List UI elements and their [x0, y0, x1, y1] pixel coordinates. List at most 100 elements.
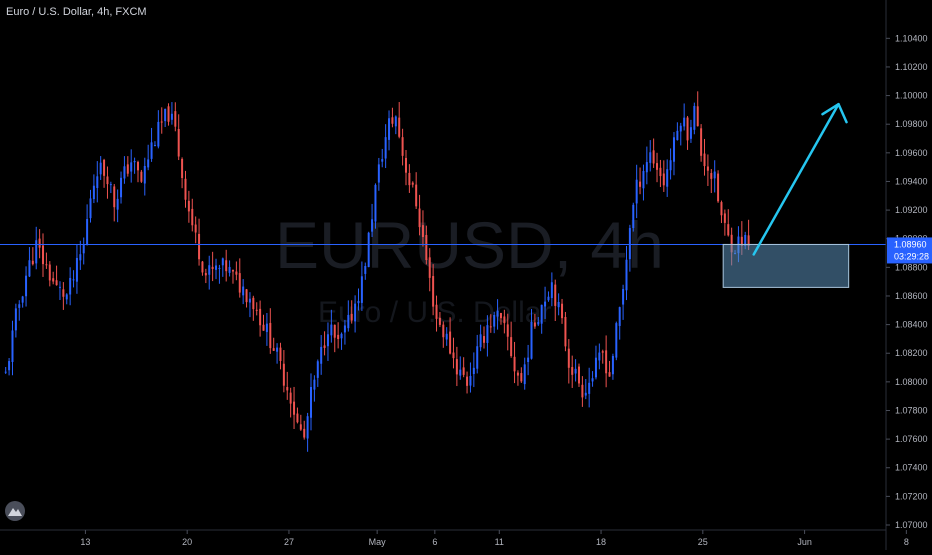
- candle-body: [564, 316, 567, 347]
- candle-body: [381, 159, 384, 162]
- candle-body: [418, 208, 421, 228]
- candle-body: [164, 108, 167, 122]
- candle-body: [343, 325, 346, 333]
- time-tick-label: 11: [495, 537, 504, 547]
- candle-body: [642, 171, 645, 189]
- candle-body: [700, 128, 703, 156]
- candle-body: [130, 162, 133, 172]
- candle-body: [204, 273, 207, 276]
- candles: [4, 91, 750, 452]
- candle-body: [547, 296, 550, 301]
- candle-body: [513, 356, 516, 372]
- candle-body: [554, 284, 557, 306]
- candle-body: [225, 260, 228, 272]
- candle-body: [713, 171, 716, 179]
- candle-body: [645, 162, 648, 173]
- candle-body: [221, 258, 224, 266]
- time-tick-label: 8: [904, 537, 909, 547]
- candle-body: [299, 424, 302, 430]
- candle-body: [723, 213, 726, 223]
- time-tick-label: 18: [596, 537, 606, 547]
- price-tick-label: 1.08800: [895, 262, 928, 272]
- candle-body: [4, 371, 7, 373]
- candle-body: [198, 233, 201, 260]
- candle-body: [462, 367, 465, 375]
- arrow-head-icon: [821, 102, 848, 124]
- time-tick-label: 20: [182, 537, 192, 547]
- candle-body: [703, 153, 706, 167]
- candle-body: [717, 173, 720, 202]
- candle-body: [8, 361, 11, 371]
- candle-body: [235, 271, 238, 275]
- candle-body: [187, 200, 190, 212]
- candle-body: [605, 350, 608, 374]
- price-tick-label: 1.07200: [895, 491, 928, 501]
- candle-body: [42, 245, 45, 265]
- candle-body: [323, 345, 326, 348]
- candle-body: [574, 368, 577, 374]
- price-tick-label: 1.09400: [895, 176, 928, 186]
- candle-body: [360, 276, 363, 303]
- candle-body: [584, 392, 587, 396]
- candle-body: [262, 324, 265, 331]
- candle-body: [265, 323, 268, 333]
- candle-body: [476, 346, 479, 369]
- candle-body: [150, 142, 153, 159]
- watermark-symbol: EURUSD, 4h: [275, 208, 664, 282]
- candle-body: [337, 334, 340, 340]
- candle-body: [350, 313, 353, 321]
- candle-body: [55, 280, 58, 286]
- candle-body: [215, 265, 218, 270]
- candle-body: [615, 323, 618, 358]
- candle-body: [371, 219, 374, 232]
- candle-body: [106, 176, 109, 185]
- time-tick-label: Jun: [797, 537, 812, 547]
- candle-body: [523, 364, 526, 385]
- candle-body: [486, 325, 489, 343]
- candle-body: [25, 275, 28, 297]
- candle-body: [140, 171, 143, 182]
- watermark: EURUSD, 4h Euro / U.S. Dollar: [275, 208, 664, 329]
- candle-body: [354, 303, 357, 322]
- candle-body: [11, 330, 14, 362]
- candle-body: [483, 336, 486, 343]
- candle-body: [635, 179, 638, 204]
- candle-body: [123, 166, 126, 179]
- candle-body: [442, 324, 445, 338]
- price-tag-countdown: 03:29:28: [894, 251, 929, 261]
- candle-body: [588, 382, 591, 394]
- candle-body: [679, 125, 682, 132]
- candle-body: [649, 152, 652, 163]
- candle-body: [459, 369, 462, 376]
- candle-body: [48, 264, 51, 281]
- price-tick-label: 1.09800: [895, 119, 928, 129]
- candle-body: [669, 160, 672, 171]
- candle-body: [693, 105, 696, 130]
- candle-body: [408, 172, 411, 186]
- candle-body: [303, 428, 306, 438]
- drawings[interactable]: [0, 102, 886, 288]
- candle-body: [394, 116, 397, 127]
- candle-body: [401, 137, 404, 156]
- symbol-title[interactable]: Euro / U.S. Dollar, 4h, FXCM: [6, 6, 147, 18]
- candle-body: [611, 356, 614, 375]
- candle-body: [445, 333, 448, 340]
- candle-body: [242, 286, 245, 296]
- candle-body: [194, 224, 197, 233]
- candle-body: [632, 204, 635, 229]
- candle-body: [404, 157, 407, 173]
- candle-body: [184, 178, 187, 200]
- candle-body: [676, 130, 679, 141]
- candle-body: [622, 289, 625, 305]
- price-tick-label: 1.08600: [895, 291, 928, 301]
- candle-body: [540, 304, 543, 324]
- candle-body: [147, 159, 150, 168]
- candle-body: [231, 269, 234, 272]
- candle-body: [160, 121, 163, 123]
- mountain-logo-icon[interactable]: [5, 501, 25, 521]
- candle-body: [710, 173, 713, 179]
- candle-body: [14, 308, 17, 331]
- price-tick-label: 1.08200: [895, 348, 928, 358]
